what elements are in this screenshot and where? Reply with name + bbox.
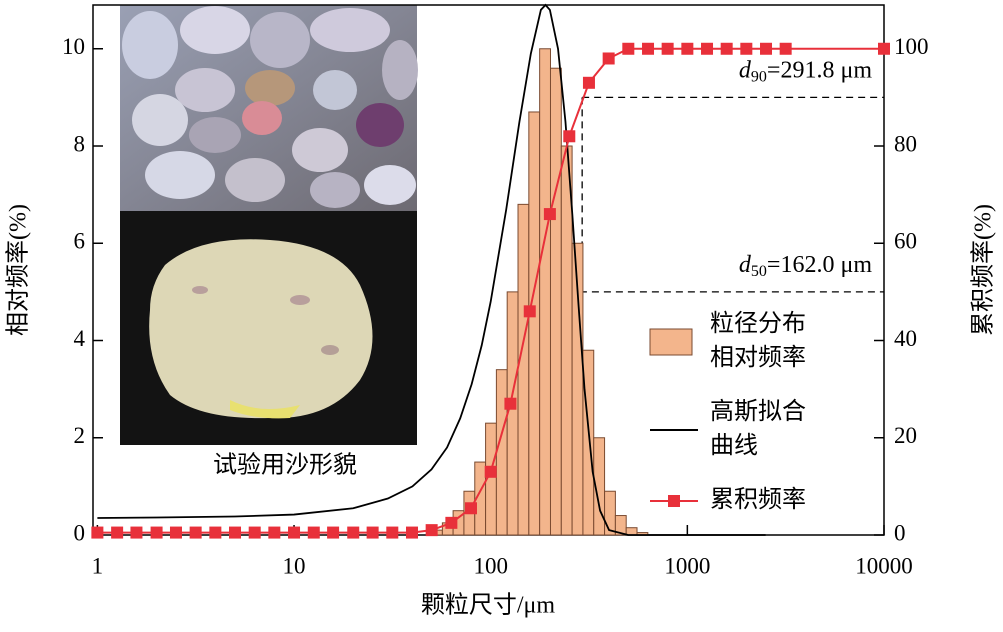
bar [614,515,627,536]
series-line [97,3,766,536]
series-marker [701,42,714,55]
legend-label: 粒径分布相对频率 [710,310,806,371]
series-marker [268,526,281,539]
series-marker [150,526,163,539]
bar [539,48,551,536]
y2-tick-label: 60 [894,229,917,254]
bar [495,369,508,536]
x-axis-label: 颗粒尺寸/μm [421,592,556,619]
annotation-text: =291.8 μm [767,57,872,83]
inset-caption: 试验用沙形貌 [213,452,357,479]
series-marker [504,397,517,410]
x-tick-label: 100 [473,553,508,578]
y2-tick-label: 20 [894,423,917,448]
series-marker [740,42,753,55]
y-tick-label: 6 [74,229,86,254]
y2-tick-label: 100 [894,34,929,59]
series-marker [779,42,792,55]
bar [528,111,541,536]
series-marker [425,524,438,537]
series-marker [484,465,497,478]
y-tick-label: 10 [62,34,85,59]
x-tick-label: 10 [283,553,306,578]
series-marker [307,526,320,539]
annotation-symbol: d [739,57,752,83]
y2-tick-label: 80 [894,131,917,156]
series-marker [445,516,458,529]
bar [506,291,519,536]
y-tick-label: 2 [74,423,86,448]
series-marker [169,526,182,539]
series-marker [366,526,379,539]
series-marker [288,526,301,539]
series-marker [130,526,143,539]
x-tick-label: 1000 [664,553,710,578]
series-marker [602,52,615,65]
series-marker [642,42,655,55]
series-marker [406,526,419,539]
series-marker [327,526,340,539]
y2-tick-label: 0 [894,520,906,545]
series-marker [661,42,674,55]
series-marker [622,42,635,55]
bar [593,437,606,536]
legend-marker [668,495,680,507]
y-axis-label: 相对频率(%) [5,204,32,336]
series-marker [91,526,104,539]
y-tick-label: 4 [74,326,86,351]
series-marker [386,526,399,539]
series-marker [248,526,261,539]
annotation: d50=162.0 μm [739,251,872,279]
series-marker [543,208,556,221]
x-tick-label: 10000 [855,553,913,578]
x-tick-label: 1 [92,553,104,578]
y2-tick-label: 40 [894,326,917,351]
series-marker [347,526,360,539]
series-marker [582,76,595,89]
annotation-text: =162.0 μm [767,251,872,277]
inset-photo [120,5,418,445]
bar [625,527,638,536]
annotation-subscript: 90 [751,68,767,85]
y2-axis-label: 累积频率(%) [970,204,997,336]
bar [604,490,616,536]
series-marker [563,130,576,143]
series-marker [464,502,477,515]
bar [517,203,530,536]
series-marker [189,526,202,539]
series-marker [760,42,773,55]
series-marker [720,42,733,55]
y-tick-label: 8 [74,131,86,156]
bar [549,67,562,536]
series-marker [209,526,222,539]
y-tick-label: 0 [74,520,86,545]
annotation-symbol: d [739,251,752,277]
series-marker [229,526,242,539]
series-marker [878,42,890,55]
series-marker [681,42,694,55]
series-marker [111,526,124,539]
legend-label: 高斯拟合曲线 [710,398,806,459]
bar [560,145,573,536]
legend-label: 累积频率 [710,486,806,513]
series-marker [523,305,536,318]
annotation: d90=291.8 μm [739,57,872,85]
legend-swatch [649,328,693,356]
annotation-subscript: 50 [751,263,767,280]
